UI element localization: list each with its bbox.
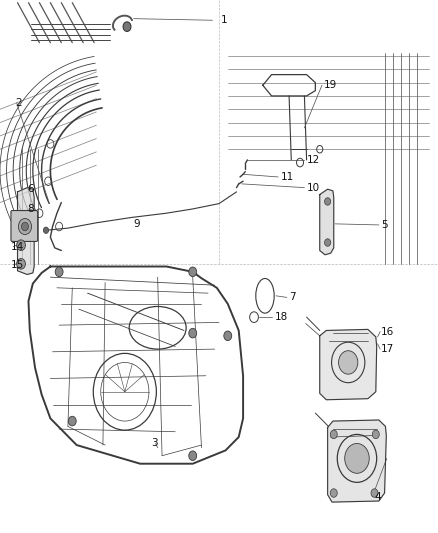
Polygon shape bbox=[18, 188, 34, 274]
Text: 16: 16 bbox=[381, 327, 394, 336]
Circle shape bbox=[189, 267, 197, 277]
Text: 6: 6 bbox=[27, 184, 34, 194]
Circle shape bbox=[330, 489, 337, 497]
Text: 17: 17 bbox=[381, 344, 394, 354]
Circle shape bbox=[68, 416, 76, 426]
Text: 1: 1 bbox=[221, 15, 228, 25]
Text: 2: 2 bbox=[15, 98, 22, 108]
Circle shape bbox=[21, 222, 28, 231]
Circle shape bbox=[345, 443, 369, 473]
FancyBboxPatch shape bbox=[11, 211, 38, 241]
Text: 8: 8 bbox=[27, 205, 34, 214]
Text: 19: 19 bbox=[324, 80, 337, 90]
Circle shape bbox=[330, 430, 337, 439]
Text: 4: 4 bbox=[374, 492, 381, 502]
Circle shape bbox=[18, 219, 32, 235]
Circle shape bbox=[55, 267, 63, 277]
Circle shape bbox=[189, 451, 197, 461]
Text: 7: 7 bbox=[289, 293, 296, 302]
Polygon shape bbox=[328, 420, 386, 502]
Text: 18: 18 bbox=[275, 312, 288, 322]
Text: 10: 10 bbox=[307, 183, 320, 192]
Text: 3: 3 bbox=[151, 439, 158, 448]
Circle shape bbox=[123, 22, 131, 31]
Polygon shape bbox=[320, 189, 334, 255]
Text: 14: 14 bbox=[11, 242, 24, 252]
Circle shape bbox=[325, 239, 331, 246]
Circle shape bbox=[43, 227, 49, 233]
Circle shape bbox=[189, 328, 197, 338]
Circle shape bbox=[17, 259, 25, 269]
Text: 9: 9 bbox=[134, 219, 140, 229]
Circle shape bbox=[224, 331, 232, 341]
Circle shape bbox=[17, 240, 25, 251]
Text: 12: 12 bbox=[307, 155, 320, 165]
Polygon shape bbox=[320, 329, 377, 400]
Circle shape bbox=[372, 430, 379, 439]
Circle shape bbox=[371, 489, 378, 497]
Circle shape bbox=[339, 351, 358, 374]
Text: 11: 11 bbox=[280, 172, 293, 182]
Circle shape bbox=[325, 198, 331, 205]
Text: 5: 5 bbox=[381, 220, 388, 230]
Text: 15: 15 bbox=[11, 260, 24, 270]
